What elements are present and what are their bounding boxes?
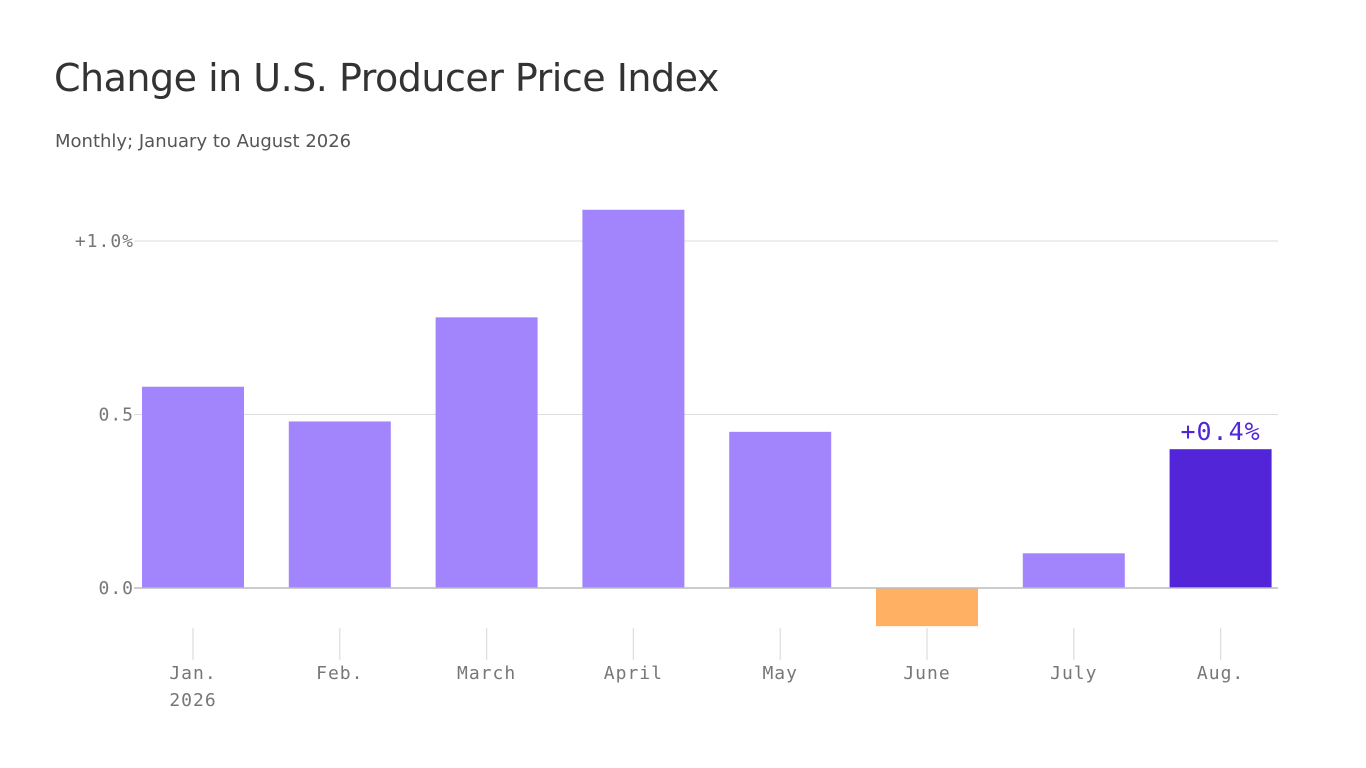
- bar: [582, 209, 685, 588]
- y-tick-label: 0.5: [98, 405, 134, 426]
- x-tick-label: 2026: [169, 690, 216, 711]
- bar: [288, 421, 391, 588]
- y-tick-label: 0.0: [98, 578, 134, 599]
- bar: [142, 386, 244, 588]
- y-axis-ticks: +1.0% 0.5 0.0: [75, 231, 134, 599]
- x-tick-label: Jan.: [169, 663, 216, 684]
- bars: [142, 209, 1272, 627]
- bar: [1022, 553, 1125, 588]
- x-tick-label: March: [457, 663, 516, 684]
- gridlines: [134, 240, 1278, 415]
- chart-title: Change in U.S. Producer Price Index: [54, 56, 719, 100]
- bar: [1169, 449, 1272, 588]
- chart-subtitle: Monthly; January to August 2026: [55, 131, 352, 152]
- annotations: +0.4%: [1180, 417, 1260, 446]
- bar: [876, 588, 978, 627]
- bar: [435, 317, 538, 588]
- x-tick-label: Aug.: [1197, 663, 1244, 684]
- data-label: +0.4%: [1180, 417, 1260, 446]
- x-tick-label: April: [604, 663, 663, 684]
- x-axis-ticks: Jan. 2026 Feb. March April May June July Aug.: [169, 628, 1244, 711]
- y-tick-label: +1.0%: [75, 231, 134, 252]
- x-tick-label: June: [903, 663, 950, 684]
- bar: [729, 431, 832, 588]
- x-tick-label: July: [1050, 663, 1097, 684]
- x-tick-label: May: [762, 663, 798, 684]
- x-tick-label: Feb.: [316, 663, 363, 684]
